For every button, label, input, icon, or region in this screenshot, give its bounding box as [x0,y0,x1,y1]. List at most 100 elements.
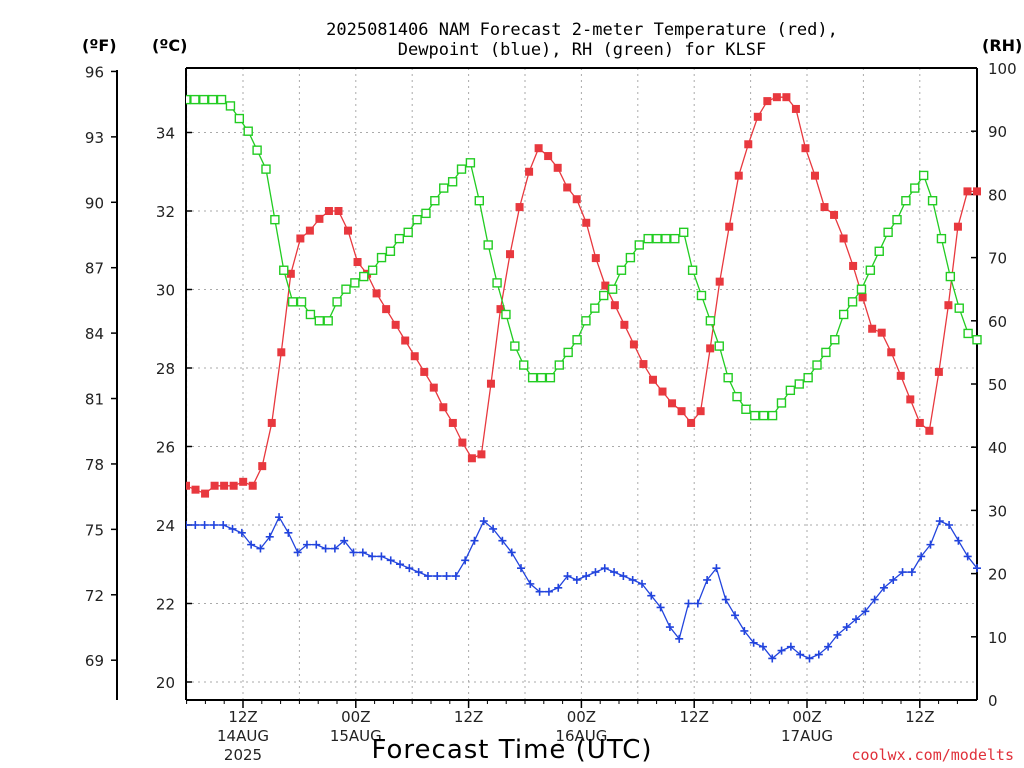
dewpoint-point [265,532,274,541]
dewpoint-point [731,611,740,620]
rh-point [874,246,884,256]
dewpoint-point [572,575,581,584]
temperature-point [201,489,210,498]
dewpoint-point [414,568,423,577]
fahrenheit-tick-label: 90 [85,194,104,212]
temperature-point [763,97,772,106]
rh-point [625,252,636,263]
rh-point [652,233,662,244]
temperature-point [229,481,238,490]
dewpoint-point [535,587,544,596]
dewpoint-point [861,607,870,616]
dewpoint-point [600,564,609,573]
dewpoint-point [442,572,451,581]
fahrenheit-tick-label: 84 [85,325,104,343]
dewpoint-point [554,583,563,592]
x-tick-label-date: 17AUG [781,727,833,745]
temperature-point [515,203,524,212]
temperature-point [334,207,343,215]
rh-point [750,410,760,421]
rh-point [412,214,422,225]
temperature-point [477,450,486,459]
celsius-tick-label: 28 [156,360,175,378]
temperature-point [429,383,438,392]
rh-point [590,303,600,313]
temperature-point [544,152,553,161]
temperature-point [858,293,867,302]
rh-tick-label: 20 [988,566,1007,584]
dewpoint-point [582,572,591,581]
rh-point [776,398,787,408]
rh-point [430,196,440,206]
dewpoint-point [386,556,395,565]
dewpoint-point [284,528,293,537]
rh-point [439,183,449,193]
rh-point [883,227,893,238]
temperature-point [534,144,543,153]
dewpoint-point [693,599,702,608]
temperature-point [220,481,229,490]
dewpoint-point [330,544,339,553]
rh-point [474,196,484,206]
rh-point [305,309,316,320]
temperature-point [639,360,648,369]
dewpoint-point [777,646,786,655]
rh-point [758,410,769,421]
rh-tick-label: 40 [988,439,1007,457]
rh-point [359,271,369,282]
rh-point [332,297,342,307]
dewpoint-point [637,579,646,588]
temperature-point [629,340,638,349]
rh-point [323,316,333,326]
dewpoint-point [405,564,414,573]
rh-point [785,385,796,396]
temperature-point [849,261,858,270]
rh-point [314,316,325,326]
temperature-point [258,462,267,471]
rh-point [679,227,689,238]
dewpoint-point [293,548,302,557]
rh-point [945,271,956,282]
rh-point [767,410,778,421]
rh-point [714,341,724,351]
dewpoint-point [610,568,619,577]
dewpoint-point [935,517,944,526]
rh-point [225,101,236,111]
x-tick-label-time: 12Z [228,708,257,726]
rh-point [963,328,973,339]
temperature-point [677,407,686,416]
temperature-point [706,344,715,353]
fahrenheit-tick-label: 75 [85,521,104,539]
dewpoint-point [703,575,712,584]
rh-point [492,278,502,288]
x-tick-label-time: 12Z [905,708,934,726]
rh-point [216,94,227,105]
temperature-point [315,214,324,223]
rh-point [456,164,467,174]
rh-point [252,145,262,155]
temperature-point [648,375,657,384]
rh-point [581,316,591,326]
rh-point [821,347,831,358]
temperature-point [324,207,333,215]
x-tick-label-year: 2025 [224,746,262,764]
celsius-tick-label: 24 [156,517,175,535]
series-temperature [186,93,981,498]
dewpoint-point [675,634,684,643]
temperature-point [458,438,467,447]
rh-point [838,309,849,320]
dewpoint-point [907,568,916,577]
rh-point [545,372,556,383]
chart-title-line1: 2025081406 NAM Forecast 2-meter Temperat… [326,20,838,40]
temperature-point [277,348,286,357]
rh-point [918,170,929,181]
rh-point [350,278,360,288]
dewpoint-point [842,623,851,632]
rh-point [421,208,431,219]
dewpoint-point [656,603,665,612]
dewpoint-point [973,564,981,573]
rh-point [812,360,822,370]
dewpoint-point [889,575,898,584]
rh-tick-label: 80 [988,186,1007,204]
temperature-point [610,301,619,310]
